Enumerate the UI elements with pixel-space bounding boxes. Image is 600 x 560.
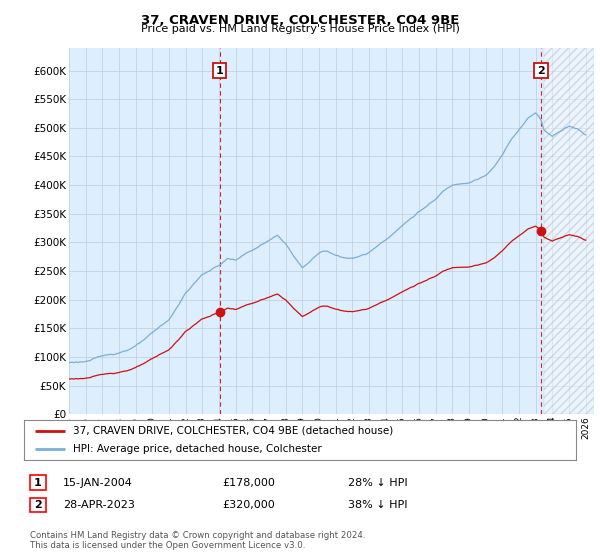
- Text: 28-APR-2023: 28-APR-2023: [63, 500, 135, 510]
- Text: 2: 2: [537, 66, 545, 76]
- Text: HPI: Average price, detached house, Colchester: HPI: Average price, detached house, Colc…: [73, 445, 322, 454]
- Text: 37, CRAVEN DRIVE, COLCHESTER, CO4 9BE (detached house): 37, CRAVEN DRIVE, COLCHESTER, CO4 9BE (d…: [73, 426, 393, 436]
- Text: £178,000: £178,000: [222, 478, 275, 488]
- Text: Contains HM Land Registry data © Crown copyright and database right 2024.
This d: Contains HM Land Registry data © Crown c…: [30, 531, 365, 550]
- Text: £320,000: £320,000: [222, 500, 275, 510]
- Text: 1: 1: [34, 478, 41, 488]
- Text: Price paid vs. HM Land Registry's House Price Index (HPI): Price paid vs. HM Land Registry's House …: [140, 24, 460, 34]
- Text: 28% ↓ HPI: 28% ↓ HPI: [348, 478, 407, 488]
- Text: 37, CRAVEN DRIVE, COLCHESTER, CO4 9BE: 37, CRAVEN DRIVE, COLCHESTER, CO4 9BE: [141, 14, 459, 27]
- Text: 38% ↓ HPI: 38% ↓ HPI: [348, 500, 407, 510]
- Text: 1: 1: [216, 66, 224, 76]
- Text: 15-JAN-2004: 15-JAN-2004: [63, 478, 133, 488]
- Text: 2: 2: [34, 500, 41, 510]
